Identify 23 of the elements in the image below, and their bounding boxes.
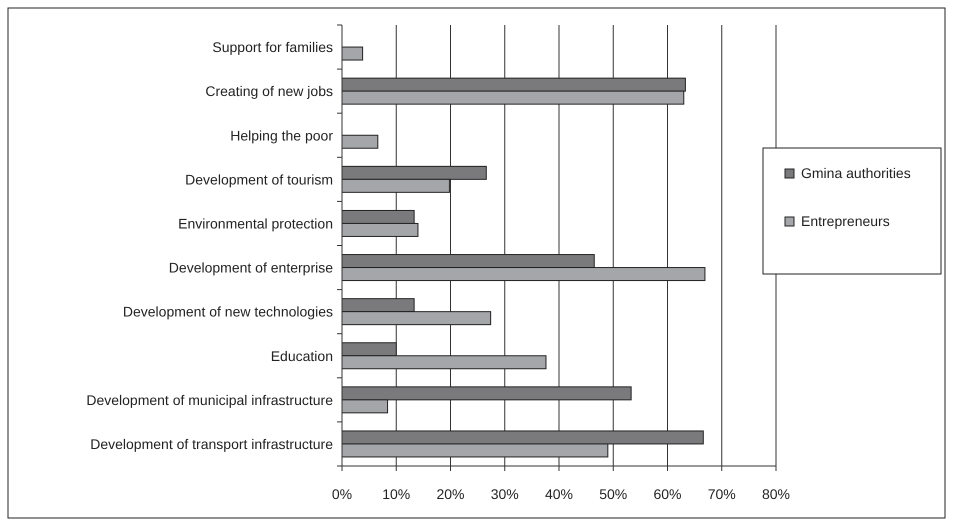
bar <box>342 46 364 61</box>
x-tick-label: 30% <box>490 486 519 502</box>
y-tick-label: Education <box>270 348 333 364</box>
y-tick-label: Development of new technologies <box>122 304 333 320</box>
y-tick-label: Development of municipal infrastructure <box>86 392 334 408</box>
x-tick-label: 60% <box>653 486 682 502</box>
x-tick-label: 50% <box>599 486 628 502</box>
y-tick-label: Support for families <box>212 39 333 56</box>
y-tick-label: Development of tourism <box>185 171 333 188</box>
bar <box>342 134 378 149</box>
x-tick-label: 80% <box>762 486 790 502</box>
y-tick-label: Development of enterprise <box>168 260 334 276</box>
y-tick-label: Environmental protection <box>178 215 333 232</box>
x-tick-label: 70% <box>708 486 736 502</box>
legend-label: Gmina authorities <box>801 165 911 181</box>
x-tick-label: 20% <box>436 486 465 502</box>
y-tick-label: Development of transport infrastructure <box>90 436 334 452</box>
y-tick-label: Creating of new jobs <box>205 83 333 100</box>
legend-label: Entrepreneurs <box>801 213 890 229</box>
y-tick-label: Helping the poor <box>230 127 334 144</box>
x-tick-label: 10% <box>382 486 410 502</box>
x-tick-label: 0% <box>332 486 352 502</box>
x-tick-label: 40% <box>544 486 574 502</box>
